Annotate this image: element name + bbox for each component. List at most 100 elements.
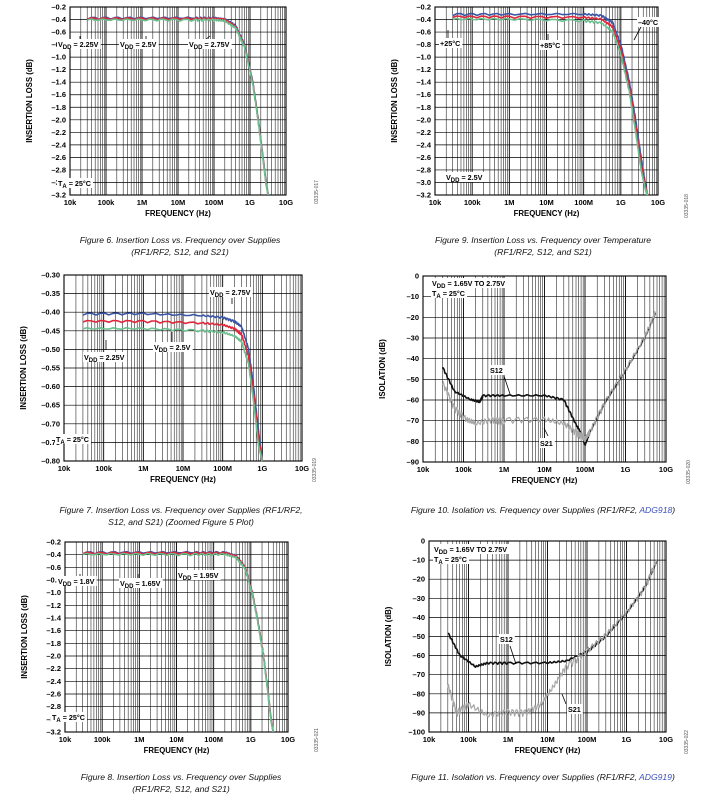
y-tick-label: –2.6 xyxy=(51,153,66,162)
y-tick-label: –0.2 xyxy=(51,3,66,12)
y-tick-label: –90 xyxy=(406,458,419,467)
y-tick-label: –40 xyxy=(406,354,419,363)
y-tick-label: –1.4 xyxy=(46,614,61,623)
y-tick-label: –2.0 xyxy=(46,652,61,661)
x-tick-label: 1G xyxy=(621,735,631,744)
y-tick-label: –2.8 xyxy=(416,165,431,174)
figure-6-code: 03335-017 xyxy=(314,180,320,204)
annotation-label: –40°C xyxy=(638,18,658,27)
figure-6-plot: –0.2–0.4–0.6–0.8–1.0–1.2–1.4–1.6–1.8–2.0… xyxy=(25,3,293,219)
figure-6-caption-line2: (RF1/RF2, S12, and S21) xyxy=(131,247,229,257)
y-tick-label: –0.4 xyxy=(51,15,66,24)
y-tick-label: –70 xyxy=(412,670,425,679)
y-tick-label: –1.0 xyxy=(51,53,66,62)
x-tick-label: 10G xyxy=(659,735,673,744)
figure-7-caption-line2: S12, and S21) (Zoomed Figure 5 Plot) xyxy=(108,517,254,527)
figure-8-caption: Figure 8. Insertion Loss vs. Frequency o… xyxy=(0,771,362,795)
x-tick-label: 10k xyxy=(429,198,442,207)
annotation-label: VDD = 1.65V xyxy=(120,579,161,590)
x-axis-label: FREQUENCY (Hz) xyxy=(144,746,210,755)
y-tick-label: –70 xyxy=(406,416,419,425)
figure-11-caption-tail: ) xyxy=(671,772,675,782)
y-tick-label: 0 xyxy=(415,272,419,281)
figure-10-caption: Figure 10. Isolation vs. Frequency over … xyxy=(362,504,724,516)
x-tick-label: 1M xyxy=(134,735,144,744)
x-axis-label: FREQUENCY (Hz) xyxy=(150,475,216,484)
y-tick-label: –1.8 xyxy=(51,103,66,112)
adg919-link[interactable]: ADG919 xyxy=(639,772,672,782)
y-tick-label: –2.4 xyxy=(416,140,431,149)
y-tick-label: –2.2 xyxy=(51,128,66,137)
x-tick-label: 10k xyxy=(423,735,436,744)
y-tick-label: –0.75 xyxy=(41,438,60,447)
annotation-label: S21 xyxy=(540,439,553,448)
x-axis-label: FREQUENCY (Hz) xyxy=(514,209,580,218)
y-tick-label: –0.65 xyxy=(41,401,60,410)
series-line-s21 xyxy=(441,311,657,443)
y-tick-label: –1.2 xyxy=(51,65,66,74)
series-line-green xyxy=(87,18,269,196)
y-axis-label: INSERTION LOSS (dB) xyxy=(19,326,28,410)
x-tick-label: 100M xyxy=(576,465,595,474)
adg918-link[interactable]: ADG918 xyxy=(639,505,673,515)
x-axis-label: FREQUENCY (Hz) xyxy=(515,746,581,755)
y-tick-label: –80 xyxy=(412,689,425,698)
figure-7-code: 03335-019 xyxy=(312,458,318,482)
y-tick-label: –3.2 xyxy=(46,728,61,737)
y-tick-label: –90 xyxy=(412,708,425,717)
x-tick-label: 100M xyxy=(213,464,232,473)
grid xyxy=(69,6,287,196)
y-tick-label: –0.2 xyxy=(46,538,61,547)
y-tick-label: –0.6 xyxy=(416,28,431,37)
y-tick-label: –2.2 xyxy=(416,128,431,137)
figure-8-caption-line1: Figure 8. Insertion Loss vs. Frequency o… xyxy=(80,772,282,782)
y-tick-label: –0.6 xyxy=(51,28,66,37)
x-tick-label: 10G xyxy=(659,465,673,474)
figure-10-chart: 0 –10 –20 –30 –40 –50 –60 –70 –80 –90 10k 100k 1M 10M… xyxy=(362,268,724,534)
figure-11-caption-line1: Figure 11. Isolation vs. Frequency over … xyxy=(411,772,639,782)
y-tick-label: –50 xyxy=(412,632,425,641)
series-line-green xyxy=(82,327,263,462)
x-axis-label: FREQUENCY (Hz) xyxy=(512,476,578,485)
annotation-label: S12 xyxy=(490,366,503,375)
y-tick-label: –2.6 xyxy=(46,690,61,699)
figure-8-chart: –0.2 –0.4 –0.6 –0.8 –1.0 –1.2 –1.4 –1.6 –1.8 –2.0… xyxy=(0,534,362,799)
series-line-green xyxy=(82,552,274,733)
y-tick-label: –20 xyxy=(406,313,419,322)
annotation-label: TA = 25°C xyxy=(58,179,91,190)
y-tick-label: –2.4 xyxy=(51,140,66,149)
y-axis-label: INSERTION LOSS (dB) xyxy=(20,595,29,679)
annotation-label: TA = 25°C xyxy=(52,713,85,724)
x-tick-label: 100M xyxy=(578,735,597,744)
y-axis-label: INSERTION LOSS (dB) xyxy=(390,59,399,143)
x-tick-label: 10k xyxy=(58,464,71,473)
y-tick-label: –1.6 xyxy=(416,90,431,99)
annotation-label: TA = 25°C xyxy=(434,555,467,566)
x-tick-label: 1G xyxy=(257,464,267,473)
annotation-label: VDD = 1.65V TO 2.75V xyxy=(432,279,505,290)
annotation-label: VDD = 2.75V xyxy=(189,40,230,51)
figure-9-caption-line2: (RF1/RF2, S12, and S21) xyxy=(494,247,592,257)
x-tick-label: 100k xyxy=(95,464,113,473)
annotation-label: VDD = 2.5V xyxy=(154,343,191,354)
x-tick-label: 1G xyxy=(245,198,255,207)
figure-9-plot: –0.2 –0.4 –0.6 –0.8 –1.0 –1.2 –1.4 –1.6 –1.8 –2.0… xyxy=(390,3,665,219)
figure-8-caption-line2: (RF1/RF2, S12, and S21) xyxy=(132,784,230,794)
y-tick-label: –2.0 xyxy=(51,115,66,124)
annotation-label: TA = 25°C xyxy=(432,289,465,300)
annotation-label: +85°C xyxy=(540,41,560,50)
annotation-label: S12 xyxy=(500,635,513,644)
figure-11-code: 03335-022 xyxy=(684,730,690,754)
x-tick-label: 1M xyxy=(504,198,514,207)
x-tick-label: 10M xyxy=(540,735,555,744)
figure-11-caption: Figure 11. Isolation vs. Frequency over … xyxy=(362,771,724,783)
y-axis-label: ISOLATION (dB) xyxy=(378,339,387,399)
y-tick-label: –1.8 xyxy=(416,103,431,112)
x-tick-label: 10G xyxy=(651,198,665,207)
y-tick-label: –50 xyxy=(406,375,419,384)
y-tick-label: –0.55 xyxy=(41,364,60,373)
y-axis-label: ISOLATION (dB) xyxy=(384,606,393,666)
figure-9-caption: Figure 9. Insertion Loss vs. Frequency o… xyxy=(362,234,724,258)
x-tick-label: 1G xyxy=(616,198,626,207)
